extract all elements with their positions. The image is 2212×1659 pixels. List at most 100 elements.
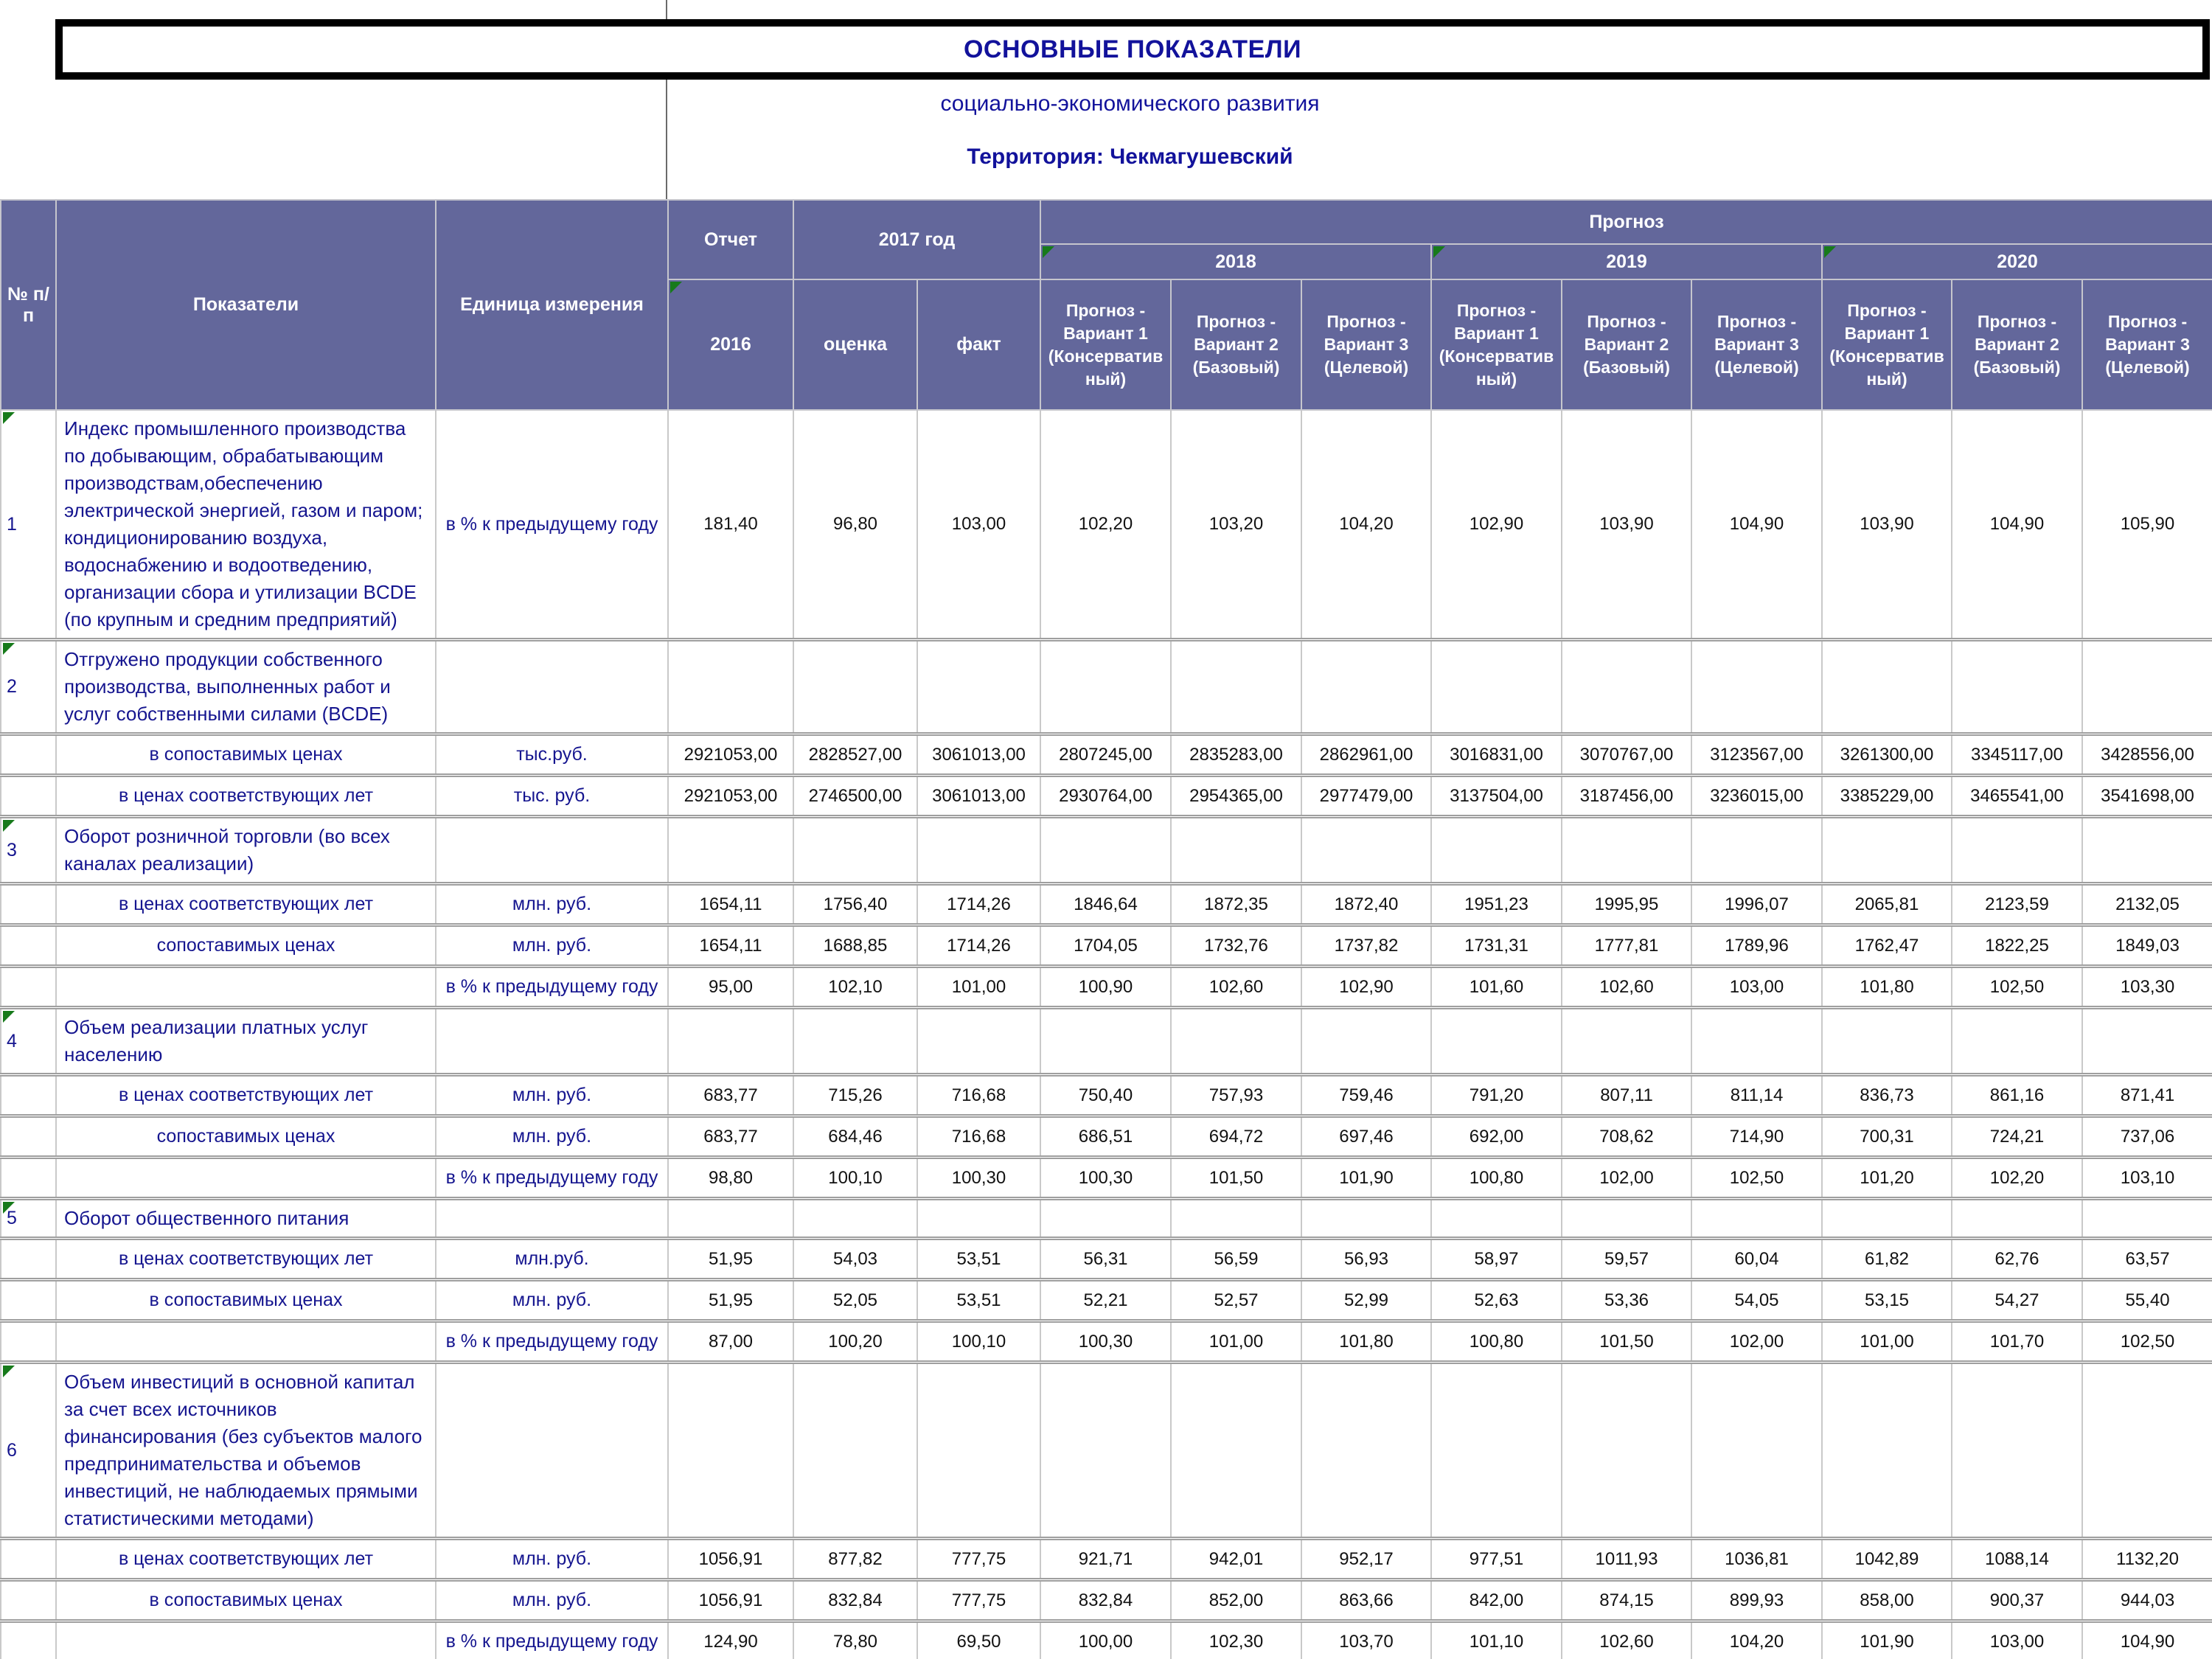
cell-value-c6[interactable] <box>1301 815 1432 884</box>
cell-value-c9[interactable]: 3123567,00 <box>1691 732 1823 776</box>
cell-value-c9[interactable]: 54,05 <box>1691 1278 1823 1321</box>
cell-value-c10[interactable]: 101,00 <box>1821 1319 1952 1363</box>
cell-value-c4[interactable] <box>1040 1197 1172 1239</box>
cell-value-c6[interactable]: 56,93 <box>1301 1237 1432 1280</box>
cell-value-c12[interactable] <box>2081 1197 2212 1239</box>
cell-value-c12[interactable]: 2132,05 <box>2081 882 2212 925</box>
cell-value-c2[interactable]: 96,80 <box>793 410 918 640</box>
cell-value-c8[interactable] <box>1561 1360 1692 1539</box>
cell-value-c5[interactable]: 1732,76 <box>1170 923 1302 967</box>
cell-value-c5[interactable]: 852,00 <box>1170 1578 1302 1621</box>
cell-value-c7[interactable]: 3016831,00 <box>1430 732 1562 776</box>
cell-indicator-subname[interactable]: в ценах соответствующих лет <box>55 1237 437 1280</box>
cell-unit[interactable]: млн.руб. <box>435 1237 669 1280</box>
cell-value-c1[interactable]: 1056,91 <box>667 1578 794 1621</box>
cell-value-c1[interactable]: 1654,11 <box>667 882 794 925</box>
cell-value-c4[interactable]: 832,84 <box>1040 1578 1172 1621</box>
cell-indicator-name[interactable]: Оборот розничной торговли (во всех канал… <box>55 815 437 884</box>
cell-value-c5[interactable]: 52,57 <box>1170 1278 1302 1321</box>
cell-value-c11[interactable]: 900,37 <box>1951 1578 2083 1621</box>
cell-value-c6[interactable] <box>1301 638 1432 734</box>
cell-unit[interactable] <box>435 815 669 884</box>
cell-indicator-subname[interactable] <box>55 964 437 1008</box>
cell-value-c8[interactable]: 102,60 <box>1561 964 1692 1008</box>
cell-value-c5[interactable] <box>1170 1006 1302 1075</box>
cell-value-c6[interactable] <box>1301 1197 1432 1239</box>
cell-indicator-name[interactable]: Объем инвестиций в основной капитал за с… <box>55 1360 437 1539</box>
cell-value-c5[interactable]: 103,20 <box>1170 410 1302 640</box>
cell-value-c8[interactable] <box>1561 1197 1692 1239</box>
cell-value-c3[interactable]: 100,10 <box>917 1319 1041 1363</box>
cell-value-c1[interactable]: 98,80 <box>667 1155 794 1199</box>
col-header-2020[interactable]: 2020 <box>1820 243 2212 280</box>
cell-value-c10[interactable]: 700,31 <box>1821 1114 1952 1158</box>
cell-value-c7[interactable]: 3137504,00 <box>1430 773 1562 817</box>
cell-value-c7[interactable]: 791,20 <box>1430 1073 1562 1116</box>
cell-value-c2[interactable]: 78,80 <box>793 1619 918 1659</box>
cell-unit[interactable]: млн. руб. <box>435 1073 669 1116</box>
cell-value-c3[interactable]: 100,30 <box>917 1155 1041 1199</box>
cell-value-c3[interactable] <box>917 1360 1041 1539</box>
cell-value-c3[interactable]: 777,75 <box>917 1578 1041 1621</box>
cell-value-c10[interactable] <box>1821 638 1952 734</box>
cell-value-c10[interactable] <box>1821 1360 1952 1539</box>
cell-value-c12[interactable] <box>2081 815 2212 884</box>
cell-value-c5[interactable]: 2835283,00 <box>1170 732 1302 776</box>
cell-value-c3[interactable]: 716,68 <box>917 1114 1041 1158</box>
cell-value-c12[interactable]: 3428556,00 <box>2081 732 2212 776</box>
cell-value-c7[interactable]: 1951,23 <box>1430 882 1562 925</box>
cell-indicator-subname[interactable]: сопоставимых ценах <box>55 923 437 967</box>
cell-value-c9[interactable]: 811,14 <box>1691 1073 1823 1116</box>
cell-value-c6[interactable]: 1737,82 <box>1301 923 1432 967</box>
cell-value-c7[interactable] <box>1430 1197 1562 1239</box>
cell-value-c1[interactable]: 2921053,00 <box>667 732 794 776</box>
col-header-unit[interactable]: Единица измерения <box>435 199 669 411</box>
cell-indicator-subname[interactable]: в сопоставимых ценах <box>55 732 437 776</box>
col-header-2019-variant1[interactable]: Прогноз - Вариант 1 (Консервативный) <box>1430 279 1562 411</box>
cell-value-c2[interactable] <box>793 1197 918 1239</box>
cell-value-c1[interactable]: 1056,91 <box>667 1537 794 1580</box>
cell-value-c2[interactable]: 2746500,00 <box>793 773 918 817</box>
cell-value-c5[interactable]: 102,60 <box>1170 964 1302 1008</box>
cell-value-c11[interactable]: 2123,59 <box>1951 882 2083 925</box>
cell-value-c10[interactable]: 101,90 <box>1821 1619 1952 1659</box>
cell-unit[interactable]: в % к предыдущему году <box>435 1619 669 1659</box>
cell-value-c11[interactable]: 62,76 <box>1951 1237 2083 1280</box>
cell-unit[interactable]: в % к предыдущему году <box>435 1155 669 1199</box>
cell-value-c7[interactable] <box>1430 1360 1562 1539</box>
cell-value-c3[interactable] <box>917 815 1041 884</box>
cell-indicator-name[interactable]: Объем реализации платных услуг населению <box>55 1006 437 1075</box>
cell-value-c3[interactable] <box>917 1197 1041 1239</box>
col-header-2019[interactable]: 2019 <box>1430 243 1823 280</box>
cell-value-c5[interactable]: 102,30 <box>1170 1619 1302 1659</box>
cell-value-c3[interactable]: 777,75 <box>917 1537 1041 1580</box>
cell-value-c12[interactable]: 102,50 <box>2081 1319 2212 1363</box>
cell-unit[interactable]: тыс. руб. <box>435 773 669 817</box>
col-header-2018-variant1[interactable]: Прогноз - Вариант 1 (Консервативный) <box>1040 279 1172 411</box>
cell-value-c7[interactable] <box>1430 815 1562 884</box>
col-header-2017[interactable]: 2017 год <box>793 199 1041 280</box>
cell-value-c8[interactable]: 708,62 <box>1561 1114 1692 1158</box>
cell-value-c1[interactable]: 87,00 <box>667 1319 794 1363</box>
cell-value-c7[interactable]: 977,51 <box>1430 1537 1562 1580</box>
cell-value-c12[interactable]: 55,40 <box>2081 1278 2212 1321</box>
cell-value-c2[interactable]: 832,84 <box>793 1578 918 1621</box>
cell-value-c8[interactable]: 59,57 <box>1561 1237 1692 1280</box>
cell-indicator-subname[interactable]: в сопоставимых ценах <box>55 1278 437 1321</box>
cell-row-number[interactable] <box>0 1155 57 1199</box>
cell-row-number[interactable] <box>0 1114 57 1158</box>
cell-value-c11[interactable]: 3345117,00 <box>1951 732 2083 776</box>
col-header-report[interactable]: Отчет <box>667 199 794 280</box>
cell-value-c6[interactable]: 697,46 <box>1301 1114 1432 1158</box>
cell-value-c8[interactable]: 53,36 <box>1561 1278 1692 1321</box>
cell-row-number[interactable]: 3 <box>0 815 57 884</box>
cell-value-c4[interactable]: 750,40 <box>1040 1073 1172 1116</box>
cell-value-c7[interactable]: 1731,31 <box>1430 923 1562 967</box>
cell-value-c5[interactable] <box>1170 638 1302 734</box>
cell-value-c7[interactable]: 100,80 <box>1430 1155 1562 1199</box>
cell-row-number[interactable] <box>0 1537 57 1580</box>
cell-unit[interactable]: млн. руб. <box>435 882 669 925</box>
col-header-fact[interactable]: факт <box>917 279 1041 411</box>
cell-value-c9[interactable]: 104,90 <box>1691 410 1823 640</box>
cell-value-c7[interactable] <box>1430 1006 1562 1075</box>
